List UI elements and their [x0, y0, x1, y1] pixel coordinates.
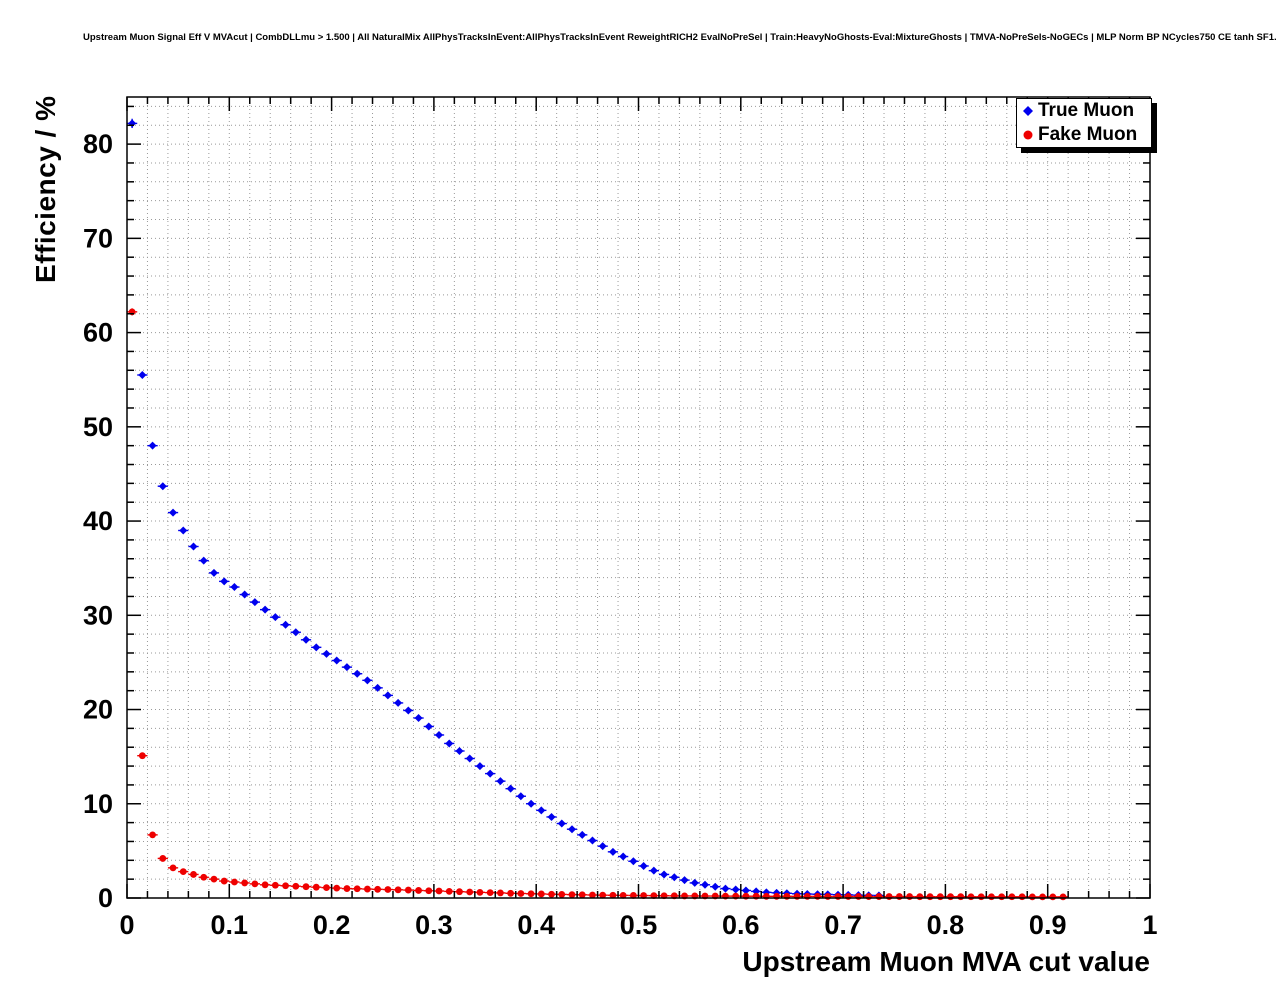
svg-text:80: 80 [83, 129, 113, 159]
svg-text:0.9: 0.9 [1029, 910, 1067, 940]
svg-text:0.5: 0.5 [620, 910, 658, 940]
svg-text:30: 30 [83, 600, 113, 630]
legend-entry-true-muon: True Muon [1017, 99, 1151, 123]
y-axis-title: Efficiency / % [30, 95, 61, 283]
svg-text:20: 20 [83, 695, 113, 725]
x-axis-title: Upstream Muon MVA cut value [742, 946, 1150, 977]
legend-entry-fake-muon: Fake Muon [1017, 123, 1151, 147]
svg-text:1: 1 [1142, 910, 1157, 940]
svg-text:50: 50 [83, 412, 113, 442]
fake-muon-marker-icon [1023, 130, 1033, 140]
svg-text:10: 10 [83, 789, 113, 819]
true-muon-marker-icon [1023, 106, 1033, 116]
plot-title: Upstream Muon Signal Eff V MVAcut | Comb… [83, 32, 1276, 43]
legend: True Muon Fake Muon [1016, 98, 1152, 148]
svg-text:0: 0 [119, 910, 134, 940]
legend-label-fake-muon: Fake Muon [1038, 124, 1138, 145]
svg-text:0: 0 [98, 883, 113, 913]
svg-text:40: 40 [83, 506, 113, 536]
svg-text:70: 70 [83, 223, 113, 253]
svg-text:0.8: 0.8 [927, 910, 965, 940]
svg-text:60: 60 [83, 318, 113, 348]
svg-text:0.1: 0.1 [211, 910, 249, 940]
svg-text:0.4: 0.4 [517, 910, 555, 940]
legend-label-true-muon: True Muon [1038, 100, 1135, 121]
svg-text:0.3: 0.3 [415, 910, 453, 940]
svg-text:0.7: 0.7 [824, 910, 862, 940]
svg-text:0.6: 0.6 [722, 910, 760, 940]
svg-text:0.2: 0.2 [313, 910, 351, 940]
